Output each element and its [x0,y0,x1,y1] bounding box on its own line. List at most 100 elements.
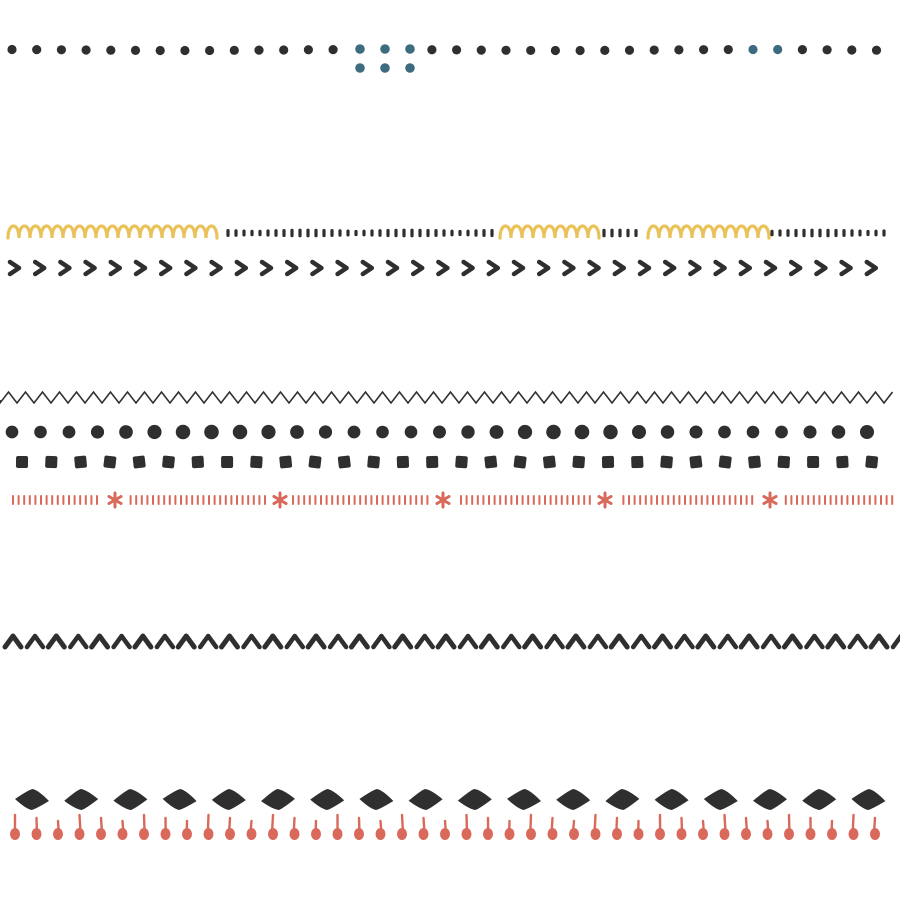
blue-dot [380,44,390,54]
diamond [261,789,295,810]
right-chevron [385,259,400,277]
red-drop [461,813,472,840]
red-drop [676,816,687,840]
diamond [507,789,541,810]
dot [303,45,313,55]
up-chevron [392,633,414,650]
yellow-loop [498,224,601,240]
dot [106,45,116,55]
square [162,455,175,469]
dot [773,44,783,55]
red-drop [182,819,192,840]
up-chevron [68,633,89,650]
drop-bulb [655,828,665,840]
up-chevron [305,633,327,650]
drop-bulb [461,828,472,840]
red-drop [96,816,106,840]
right-chevron [562,259,576,277]
up-chevron [327,633,349,650]
up-chevron-row [2,633,900,650]
up-chevron [241,633,262,650]
red-drop [354,816,364,840]
right-chevron-row [7,259,879,277]
dot [427,45,437,55]
right-chevron [461,259,475,277]
blue-dot [405,63,415,73]
red-drop [526,813,536,840]
square [132,455,146,469]
dot [822,45,832,55]
blue-dot [355,44,365,54]
right-chevron [486,259,501,277]
up-chevron [2,633,24,650]
red-drop [117,819,128,840]
asterisk-stroke [107,495,123,506]
up-chevron [219,633,240,650]
drop-bulb [784,828,794,840]
red-drop [741,816,751,840]
dot [501,45,511,55]
diamond [753,789,787,810]
drop-bulb [848,828,859,840]
circle [34,425,47,439]
dot [328,44,338,55]
dot [624,45,635,55]
red-drop [719,813,730,840]
red-asterisk [435,491,451,509]
drop-bulb [332,828,343,840]
dot [476,45,486,55]
square [396,455,410,469]
diamond [457,789,492,810]
up-chevron [501,633,522,650]
up-chevron [262,633,284,650]
up-chevron [154,633,176,650]
red-drop [698,819,708,840]
circle [261,424,276,440]
drop-bulb [741,828,751,840]
diamond [64,789,99,810]
circle [859,424,875,440]
diamond [408,789,443,810]
drop-bulb [96,828,106,840]
drop-bulb [139,828,149,840]
red-drop [805,816,816,840]
up-chevron [781,633,803,650]
zigzag [0,390,894,405]
red-drop [440,819,450,840]
up-chevron [24,633,46,650]
red-asterisk [272,491,288,509]
right-chevron [511,259,526,277]
dot [7,44,17,55]
dot [180,45,190,56]
up-chevron [89,633,111,650]
up-chevron [890,633,900,650]
square [689,455,703,469]
diamond [851,789,886,810]
right-chevron [158,259,173,277]
drop-bulb [547,828,558,840]
red-drop [203,813,214,840]
diamond [310,789,345,810]
up-chevron [284,633,306,650]
dot [81,45,91,55]
red-drop [53,819,63,840]
square [455,455,468,469]
up-chevron [111,633,132,650]
up-chevron [868,633,890,650]
up-chevron [435,633,457,650]
square [601,455,615,469]
circle [232,424,248,440]
drop-bulb [870,828,880,840]
right-chevron [662,259,677,277]
drop-bulb [354,828,364,840]
drop-bulb [375,828,386,840]
circle [603,424,618,440]
square [631,455,644,469]
up-chevron [565,633,587,650]
red-drop [160,816,171,840]
up-chevron [760,633,782,650]
square [807,455,820,469]
asterisk-stroke [272,495,288,506]
right-chevron [864,259,879,277]
